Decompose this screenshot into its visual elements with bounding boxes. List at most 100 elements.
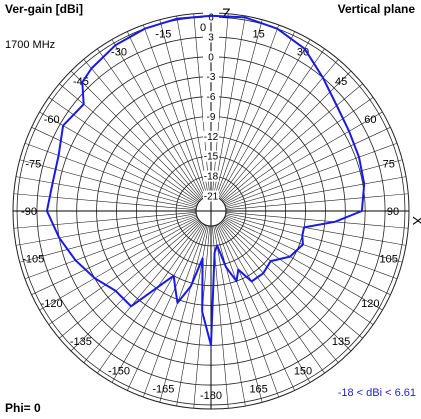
chart-title-left: Ver-gain [dBi] [5, 2, 84, 16]
radial-line [24, 215, 198, 280]
ring-label: 0 [208, 52, 214, 63]
angle-tick-label: -15 [155, 28, 171, 40]
ring-label-bg [203, 190, 219, 202]
radial-line [215, 24, 280, 198]
radial-line [39, 218, 199, 311]
radial-line [159, 225, 208, 403]
chart-title-right: Vertical plane [337, 2, 415, 16]
frequency-label: 1700 MHz [5, 39, 56, 51]
angle-tick-label: 0 [200, 22, 206, 34]
radial-line [127, 31, 205, 198]
pattern-series [45, 14, 366, 347]
radial-line [225, 159, 403, 208]
radial-line [83, 222, 202, 363]
radial-line [83, 59, 202, 200]
angle-tick-label: -75 [25, 158, 41, 170]
radial-line [111, 223, 204, 383]
polar-grid [12, 12, 410, 410]
radial-line [39, 111, 199, 204]
radial-line [214, 19, 263, 197]
radial-line [214, 225, 263, 403]
angle-tick-label: 15 [252, 28, 264, 40]
radial-line [97, 223, 203, 374]
radial-line [97, 48, 203, 199]
ring-label: -12 [204, 132, 219, 143]
radial-line [217, 31, 295, 198]
ring-label: -21 [204, 192, 219, 203]
radial-line [142, 24, 207, 198]
radial-line [24, 142, 198, 207]
ring-label-bg [203, 71, 219, 83]
radial-line [159, 19, 208, 197]
radial-line [222, 220, 363, 339]
radial-line [15, 213, 197, 246]
ring-label-bg [203, 170, 219, 182]
ring-label-bg [203, 110, 219, 122]
angle-tick-label: 45 [335, 76, 347, 88]
x-axis-label: X [410, 216, 421, 226]
radial-line [176, 225, 209, 407]
ring-label-bg [203, 130, 219, 142]
radial-line [31, 127, 198, 205]
radial-line [224, 215, 398, 280]
radial-line [219, 223, 325, 374]
gain-range-label: -18 < dBi < 6.61 [337, 387, 416, 399]
angle-tick-label: -90 [21, 206, 37, 218]
angle-tick-label: -120 [41, 298, 63, 310]
phi-label: Phi= 0 [5, 401, 41, 415]
angle-tick-label: 150 [294, 365, 312, 377]
radial-line [48, 219, 199, 325]
radial-line [225, 214, 403, 263]
radial-line [176, 15, 209, 197]
radial-line [224, 217, 391, 295]
radial-line [223, 97, 374, 203]
angle-tick-label: -105 [22, 254, 44, 266]
angle-tick-label: -30 [111, 47, 127, 59]
axis-labels: ZX [222, 5, 421, 226]
angle-tick-label: -165 [152, 384, 174, 396]
radial-line [223, 219, 374, 325]
radial-line [225, 213, 407, 246]
radial-line [127, 224, 205, 391]
radial-line [213, 225, 246, 407]
angle-tick-label: -60 [44, 114, 60, 126]
ring-label: 6 [208, 13, 214, 24]
radial-line [217, 224, 295, 391]
ring-label-bg [203, 150, 219, 162]
ring-label: -15 [204, 152, 219, 163]
angle-tick-label: 75 [383, 158, 395, 170]
radial-line [111, 39, 204, 199]
ring-label-bg [203, 31, 219, 43]
radial-line [224, 142, 398, 207]
ring-label-bg [203, 91, 219, 103]
radial-line [215, 224, 280, 398]
angle-tick-label: 90 [387, 206, 399, 218]
radial-line [70, 70, 201, 201]
radial-line [221, 70, 352, 201]
radial-line [225, 212, 409, 229]
radial-line [218, 223, 311, 383]
angle-tick-label: 105 [380, 254, 398, 266]
radial-line [222, 83, 363, 202]
angle-tick-label: -135 [70, 336, 92, 348]
angle-tick-label: 60 [364, 114, 376, 126]
radial-line [223, 218, 383, 311]
radial-line [225, 176, 407, 209]
radial-line [193, 13, 210, 197]
ring-label: -18 [204, 172, 219, 183]
angle-tick-label: 135 [332, 336, 350, 348]
radial-line [220, 59, 339, 200]
radial-line [213, 15, 246, 197]
angle-tick-labels: 0153045607590105120135150165-180-165-150… [21, 22, 399, 402]
radial-line [13, 193, 197, 210]
ring-label-bg [203, 51, 219, 63]
ring-label: -3 [207, 72, 216, 83]
radial-line [212, 13, 229, 197]
angle-tick-label: -150 [108, 365, 130, 377]
radial-line [223, 111, 383, 204]
radial-line [221, 221, 352, 352]
radial-line [219, 48, 325, 199]
angle-tick-label: -180 [200, 390, 222, 402]
ring-label: 3 [208, 32, 214, 43]
ring-labels: 630-3-6-9-12-15-18-21 [203, 11, 219, 203]
